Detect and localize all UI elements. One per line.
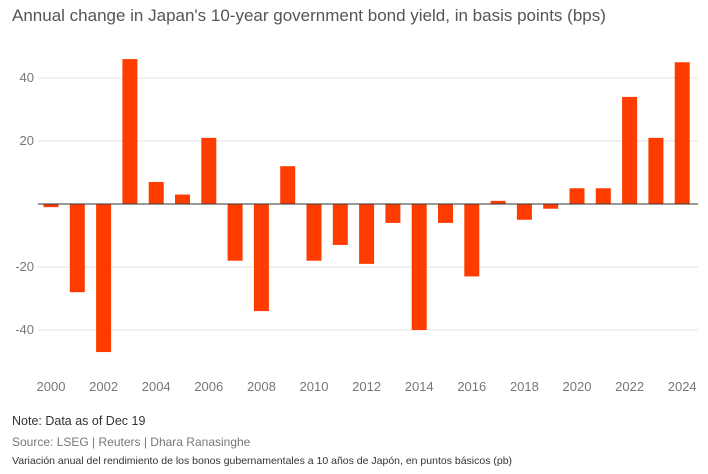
y-tick-label: 20 [20, 133, 34, 148]
x-tick-label: 2018 [510, 379, 539, 394]
x-tick-label: 2024 [668, 379, 697, 394]
bar-2024 [674, 62, 690, 204]
y-tick-label: 40 [20, 70, 34, 85]
x-tick-label: 2010 [300, 379, 329, 394]
bar-2013 [385, 204, 401, 223]
bar-2012 [359, 204, 375, 264]
axes: -40 -20 20 40 2000 2002 2004 2006 2008 2010 2012 20… [15, 70, 698, 394]
bar-2014 [411, 204, 427, 330]
bar-2007 [227, 204, 243, 261]
bar-2021 [595, 188, 611, 204]
bar-2020 [569, 188, 585, 204]
chart-note: Note: Data as of Dec 19 [12, 414, 146, 428]
chart-source: Source: LSEG | Reuters | Dhara Ranasingh… [12, 435, 251, 449]
x-tick-label: 2006 [194, 379, 223, 394]
bar-2010 [306, 204, 322, 261]
bar-2011 [332, 204, 348, 245]
bar-2003 [122, 59, 138, 204]
bar-2000 [43, 204, 59, 208]
chart-subtitle-spanish: Variación anual del rendimiento de los b… [12, 455, 513, 467]
bar-2015 [438, 204, 453, 223]
x-tick-label: 2002 [89, 379, 118, 394]
x-tick-label: 2022 [615, 379, 644, 394]
bar-2017 [490, 200, 506, 204]
bar-2023 [648, 137, 664, 204]
bar-2004 [148, 181, 164, 204]
bar-2016 [464, 204, 480, 277]
bar-2002 [96, 204, 112, 353]
gridlines [38, 77, 698, 331]
y-tick-label: -40 [15, 322, 34, 337]
y-tick-label: -20 [15, 259, 34, 274]
bar-2019 [543, 204, 559, 209]
bar-chart: -40 -20 20 40 2000 2002 2004 2006 2008 2010 2012 20… [15, 59, 698, 394]
x-tick-label: 2000 [37, 379, 66, 394]
bar-2008 [253, 204, 269, 312]
x-tick-label: 2016 [457, 379, 486, 394]
bar-2001 [69, 204, 85, 293]
x-tick-label: 2020 [563, 379, 592, 394]
bar-2006 [201, 137, 217, 204]
x-tick-label: 2008 [247, 379, 276, 394]
x-tick-label: 2014 [405, 379, 434, 394]
x-tick-label: 2004 [142, 379, 171, 394]
bar-2009 [280, 166, 296, 204]
chart-title: Annual change in Japan's 10-year governm… [12, 6, 606, 25]
bar-2005 [175, 194, 190, 204]
x-tick-label: 2012 [352, 379, 381, 394]
bar-2022 [622, 96, 638, 204]
bar-2018 [516, 204, 532, 220]
bars [43, 59, 690, 353]
